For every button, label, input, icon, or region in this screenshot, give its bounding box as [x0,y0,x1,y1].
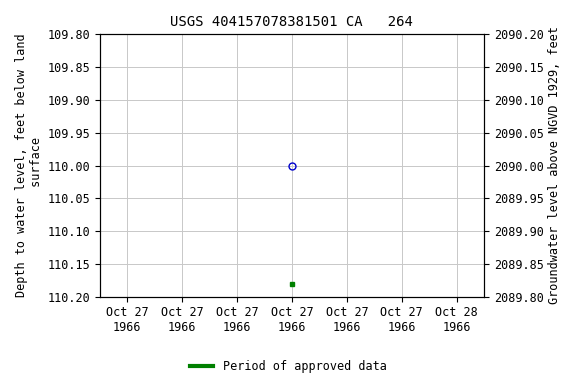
Title: USGS 404157078381501 CA   264: USGS 404157078381501 CA 264 [170,15,414,29]
Legend: Period of approved data: Period of approved data [185,356,391,378]
Y-axis label: Depth to water level, feet below land
 surface: Depth to water level, feet below land su… [15,34,43,297]
Y-axis label: Groundwater level above NGVD 1929, feet: Groundwater level above NGVD 1929, feet [548,26,561,305]
